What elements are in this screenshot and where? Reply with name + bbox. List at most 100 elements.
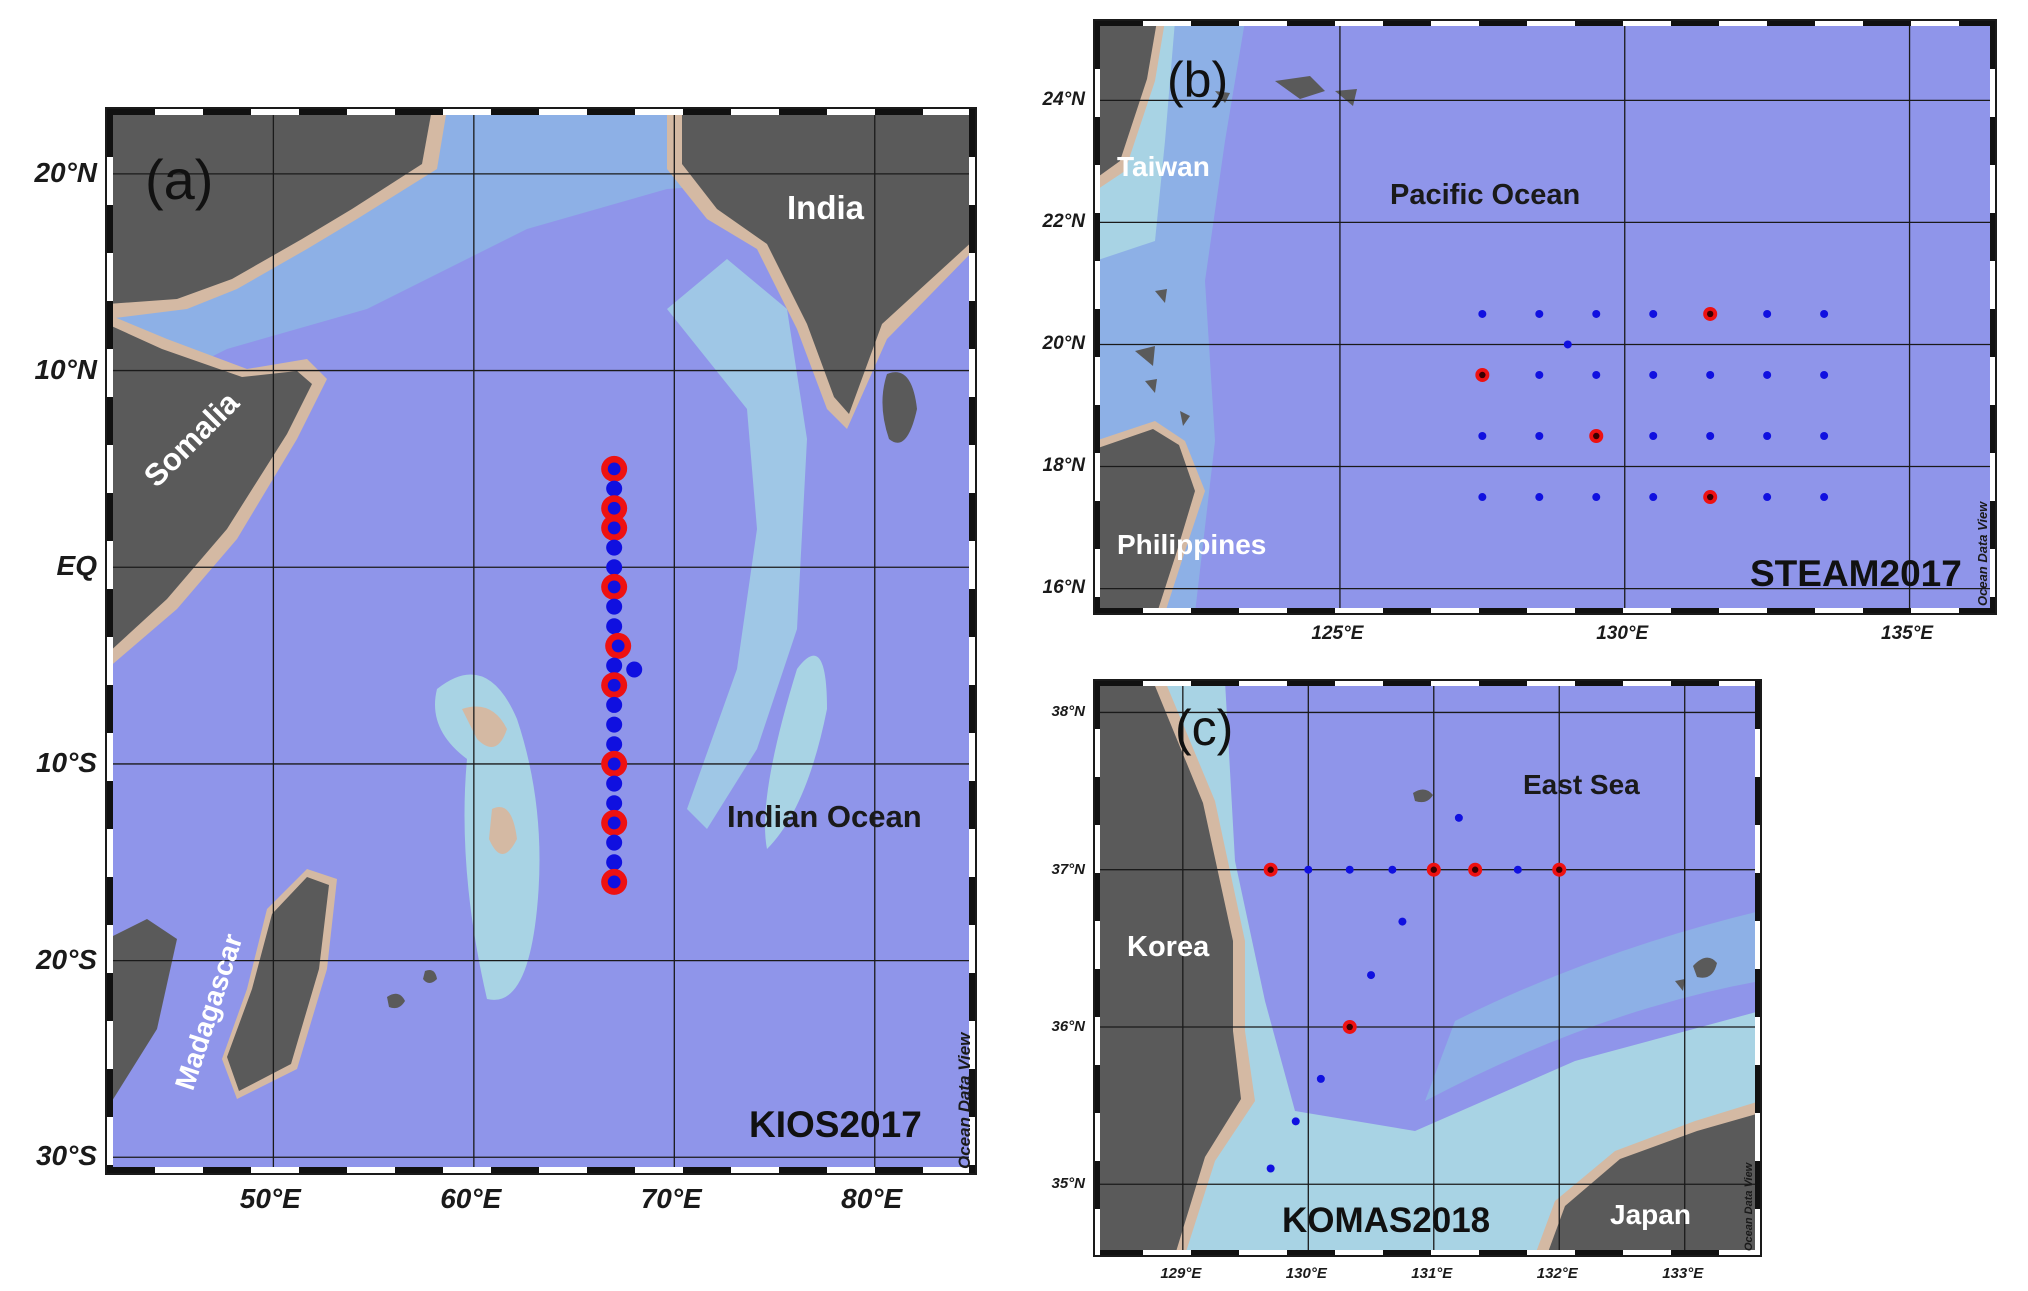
frame-tick <box>1990 405 1995 453</box>
station-point <box>1367 971 1376 980</box>
station-point <box>1649 370 1658 379</box>
frame-tick <box>1095 309 1100 357</box>
frame-tick <box>1911 21 1959 26</box>
station-point <box>1706 432 1715 441</box>
frame-tick <box>1863 21 1911 26</box>
frame-tick <box>1527 1250 1575 1255</box>
frame-tick <box>969 637 975 685</box>
frame-tick <box>107 109 155 115</box>
frame-tick <box>1095 681 1100 729</box>
frame-tick <box>1431 681 1479 686</box>
lon-tick-label: 131°E <box>1411 1265 1453 1282</box>
frame-tick <box>107 541 113 589</box>
shelf-c <box>1095 681 1760 1255</box>
station-point <box>1388 865 1397 874</box>
frame-tick <box>1755 1209 1760 1255</box>
station-point <box>1454 813 1463 822</box>
frame-tick <box>1755 825 1760 873</box>
island-group-luzon-strait <box>1135 289 1190 426</box>
station-point <box>1266 1164 1275 1173</box>
frame-tick <box>1990 597 1995 613</box>
frame-tick <box>1990 453 1995 501</box>
frame-tick <box>107 445 113 493</box>
frame-tick <box>1287 608 1335 613</box>
station-point <box>1556 866 1563 873</box>
cruise-label-kios2017: KIOS2017 <box>749 1104 922 1145</box>
lon-tick-label: 80°E <box>841 1183 903 1214</box>
station-point <box>1706 370 1715 379</box>
island-group-north <box>1215 76 1357 106</box>
station-point <box>606 716 623 733</box>
island-oki <box>1675 957 1717 991</box>
frame-tick <box>1990 21 1995 69</box>
station-point <box>607 678 621 692</box>
place-label-philippines: Philippines <box>1117 529 1267 560</box>
station-layer-steam2017 <box>1475 306 1829 505</box>
frame-tick <box>1383 681 1431 686</box>
frame-tick <box>1990 501 1995 549</box>
station-point <box>1316 1074 1325 1083</box>
station-layer-komas2018 <box>1263 813 1567 1173</box>
place-label-india: India <box>787 189 865 226</box>
frame-tick <box>1239 681 1287 686</box>
frame-tick <box>731 109 779 115</box>
frame-tick <box>107 733 113 781</box>
frame-tick <box>1239 21 1287 26</box>
frame-tick <box>1767 608 1815 613</box>
frame-tick <box>1095 1017 1100 1065</box>
lat-tick-label: 10°N <box>34 353 97 385</box>
lat-tick-label: 20°N <box>1042 333 1085 355</box>
land-sri-lanka <box>882 372 917 443</box>
station-point <box>1535 309 1544 318</box>
station-point <box>1291 1117 1300 1126</box>
ocean-label-indian: Indian Ocean <box>727 799 922 834</box>
station-point <box>606 775 623 792</box>
station-point <box>1398 917 1407 926</box>
station-point <box>1649 309 1658 318</box>
frame-tick <box>1095 357 1100 405</box>
station-point <box>1478 432 1487 441</box>
island-ulleung <box>1413 789 1433 803</box>
map-panel-steam2017: (b) Taiwan Philippines Pacific Ocean STE… <box>1093 19 1997 615</box>
lon-tick-label: 129°E <box>1160 1265 1202 1282</box>
credit-odv-c: Ocean Data View <box>1743 1162 1755 1251</box>
place-label-korea: Korea <box>1127 931 1210 963</box>
frame-tick <box>1623 608 1671 613</box>
station-layer-kios2017 <box>601 455 643 895</box>
frame-tick <box>203 109 251 115</box>
frame-tick <box>107 1021 113 1069</box>
frame-tick <box>1095 69 1100 117</box>
shelf-c-mid <box>1425 911 1760 1101</box>
frame-tick <box>107 1117 113 1165</box>
credit-odv-a: Ocean Data View <box>955 1032 974 1169</box>
frame-tick <box>107 349 113 397</box>
station-point <box>606 736 623 753</box>
station-point <box>1649 493 1658 502</box>
frame-tick <box>491 1167 539 1173</box>
frame-tick <box>1755 1113 1760 1161</box>
station-point <box>1592 370 1601 379</box>
station-point <box>1593 432 1600 440</box>
frame-tick <box>1990 213 1995 261</box>
frame-tick <box>251 1167 299 1173</box>
station-point <box>606 598 623 615</box>
credit-odv-b: Ocean Data View <box>1975 501 1990 606</box>
land-africa-se <box>107 919 177 1109</box>
lat-tick-label: 20°N <box>34 157 97 189</box>
land-madagascar <box>227 877 329 1091</box>
frame-tick <box>1287 1250 1335 1255</box>
island-mauritius <box>387 993 405 1009</box>
station-point <box>607 521 621 535</box>
frame-tick <box>1095 261 1100 309</box>
frame-tick <box>1095 608 1143 613</box>
frame-tick <box>1095 777 1100 825</box>
frame-tick <box>1527 681 1575 686</box>
frame-tick <box>1990 117 1995 165</box>
frame-tick <box>107 877 113 925</box>
map-panel-komas2018: (c) Korea Japan East Sea KOMAS2018 Ocean… <box>1093 679 1762 1257</box>
frame-tick <box>1623 681 1671 686</box>
frame-tick <box>635 109 683 115</box>
station-point <box>1563 340 1572 349</box>
lat-tick-label: 35°N <box>1051 1175 1085 1193</box>
frame-tick <box>1191 608 1239 613</box>
